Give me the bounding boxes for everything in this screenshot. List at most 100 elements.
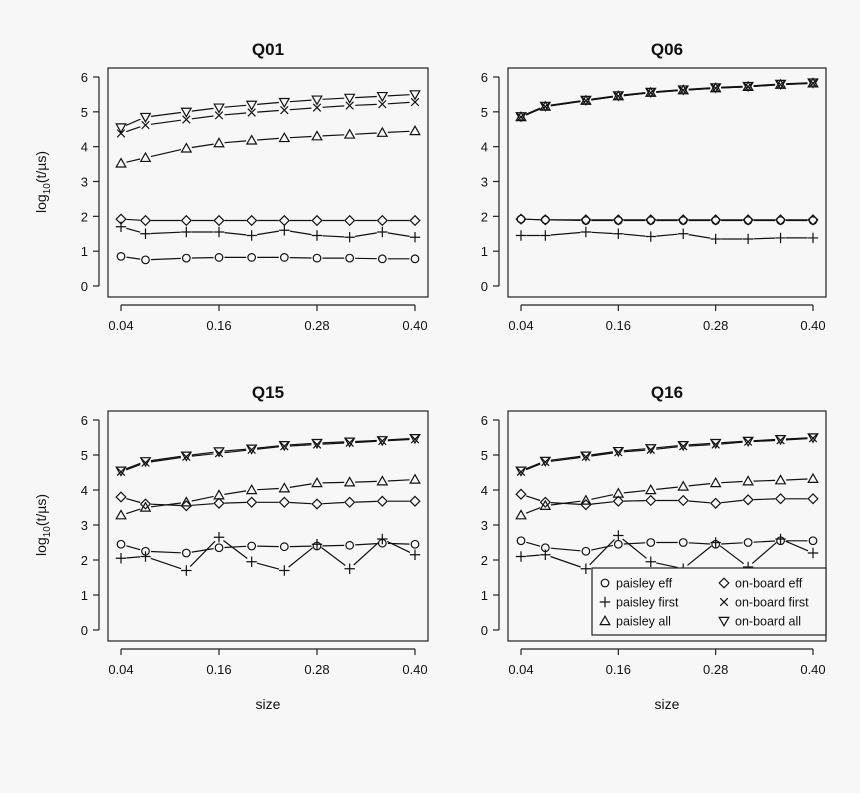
data-point xyxy=(140,228,151,239)
data-point xyxy=(742,494,754,506)
panel-plot-q15: 0 1 2 3 4 5 6 0.04 0.16 0.28 0.40 xyxy=(81,410,429,677)
series-on-board-eff xyxy=(115,213,421,227)
data-point xyxy=(613,228,624,239)
series-line xyxy=(525,438,808,471)
data-point xyxy=(278,482,291,493)
series-on-board-eff xyxy=(115,491,421,512)
series-paisley-first xyxy=(515,530,819,574)
data-point xyxy=(710,233,721,245)
data-point xyxy=(378,99,387,109)
legend: paisley eff on-board eff paisley first on-b… xyxy=(591,567,827,636)
y-tick-label: 3 xyxy=(481,175,488,190)
legend-marker xyxy=(599,614,611,626)
panel-q15: Q15 xyxy=(252,383,284,402)
data-point xyxy=(612,495,624,507)
data-point xyxy=(677,441,690,452)
data-point xyxy=(711,440,720,449)
y-tick-label: 1 xyxy=(481,588,488,603)
data-point xyxy=(376,214,388,227)
data-point xyxy=(539,496,551,508)
data-point xyxy=(646,88,656,97)
data-point xyxy=(182,115,191,124)
series-on-board-first xyxy=(516,433,818,477)
data-point xyxy=(139,457,152,468)
data-point xyxy=(181,548,191,558)
y-tick-label: 5 xyxy=(81,448,88,463)
data-point xyxy=(409,495,421,507)
panel-title: Q06 xyxy=(651,40,683,59)
data-point xyxy=(709,476,722,488)
data-point xyxy=(807,232,819,244)
series-line xyxy=(126,101,410,133)
data-point xyxy=(116,539,126,549)
data-point xyxy=(345,101,354,110)
data-point xyxy=(245,100,258,111)
data-point xyxy=(116,467,126,477)
data-point xyxy=(644,483,657,495)
series-on-board-first xyxy=(116,435,420,477)
data-point xyxy=(539,456,552,467)
data-point xyxy=(246,496,258,508)
y-tick-label: 6 xyxy=(81,413,88,428)
series-line xyxy=(126,542,410,554)
plot-frame xyxy=(507,67,827,298)
series-on-board-eff xyxy=(515,488,819,511)
data-point xyxy=(612,446,625,458)
data-point xyxy=(311,498,323,510)
series-line xyxy=(526,540,808,552)
data-point xyxy=(214,543,224,553)
data-point xyxy=(376,126,389,137)
data-point xyxy=(516,112,526,122)
data-point xyxy=(807,472,819,483)
plot-frame xyxy=(107,67,429,298)
data-point xyxy=(516,536,526,546)
series-line xyxy=(526,495,808,505)
data-point xyxy=(344,496,356,508)
data-point xyxy=(709,83,722,94)
data-point xyxy=(139,151,152,163)
y-tick-label: 2 xyxy=(81,553,88,568)
data-point xyxy=(515,112,527,123)
data-point xyxy=(181,253,191,263)
x-tick-label: 0.04 xyxy=(508,318,533,333)
x-axis-label-left: size xyxy=(256,696,281,712)
data-point xyxy=(807,214,819,226)
data-point xyxy=(580,95,592,106)
data-point xyxy=(376,436,389,447)
x-tick-label: 0.28 xyxy=(304,318,329,333)
data-point xyxy=(139,214,152,227)
data-point xyxy=(677,494,689,507)
series-paisley-eff xyxy=(116,538,420,558)
x-tick-label: 0.04 xyxy=(108,662,133,677)
series-line xyxy=(526,231,808,240)
data-point xyxy=(312,103,322,112)
series-line xyxy=(126,479,410,515)
x-tick-label: 0.40 xyxy=(800,318,825,333)
data-point xyxy=(612,91,625,102)
data-point xyxy=(247,541,257,551)
data-point xyxy=(278,131,291,143)
data-point xyxy=(678,86,688,95)
data-point xyxy=(213,137,225,148)
y-tick-label: 2 xyxy=(481,209,488,224)
panel-q06: Q06 xyxy=(651,40,683,59)
legend-label: paisley eff xyxy=(616,577,673,591)
data-point xyxy=(312,440,322,449)
data-point xyxy=(646,445,656,454)
data-point xyxy=(181,226,192,238)
data-point xyxy=(311,95,323,106)
data-point xyxy=(409,549,421,560)
data-point xyxy=(409,434,421,445)
data-point xyxy=(311,130,323,141)
series-line xyxy=(126,256,410,261)
data-point xyxy=(180,451,193,462)
data-point xyxy=(515,488,527,500)
series-paisley-all xyxy=(115,124,421,168)
y-tick-label: 0 xyxy=(481,623,488,638)
y-tick-label: 2 xyxy=(81,209,88,224)
data-point xyxy=(516,214,526,224)
series-on-board-all xyxy=(115,90,421,134)
data-point xyxy=(311,438,323,450)
y-axis-label-top: log10(t/µs) xyxy=(33,151,53,213)
data-point xyxy=(345,540,355,550)
